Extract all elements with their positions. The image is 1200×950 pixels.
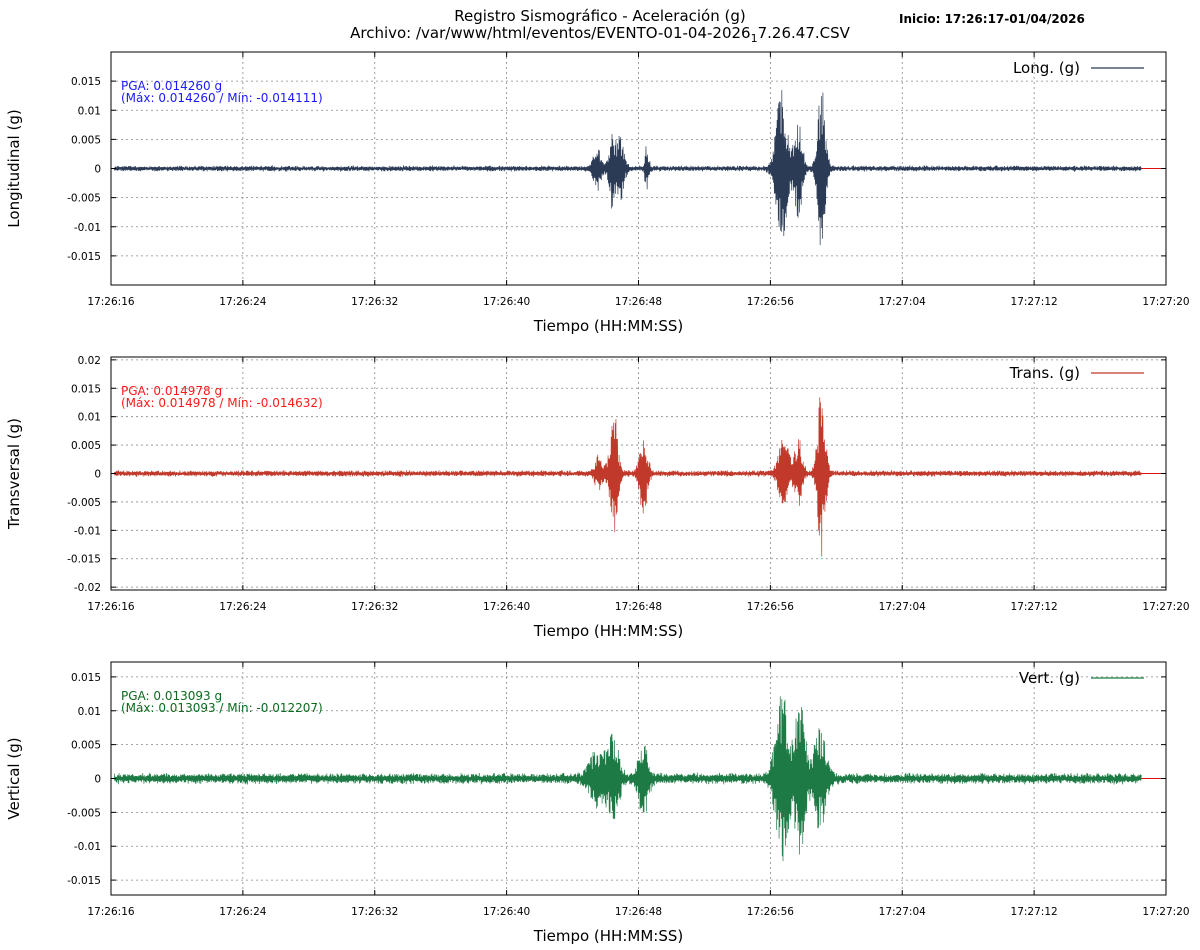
x-tick-label: 17:26:40 — [483, 296, 530, 308]
x-tick-label: 17:26:32 — [351, 601, 398, 613]
legend-label: Trans. (g) — [1009, 364, 1080, 382]
x-tick-label: 17:27:04 — [879, 601, 926, 613]
x-tick-label: 17:26:16 — [87, 296, 134, 308]
y-tick-label: 0.01 — [78, 706, 101, 718]
x-tick-label: 17:27:20 — [1142, 906, 1189, 918]
y-tick-label: -0.015 — [67, 875, 101, 887]
x-tick-label: 17:26:16 — [87, 601, 134, 613]
x-tick-label: 17:26:48 — [615, 906, 662, 918]
x-tick-label: 17:26:32 — [351, 906, 398, 918]
waveform-trace — [113, 90, 1142, 246]
y-axis-label: Longitudinal (g) — [5, 109, 23, 227]
y-tick-label: 0.015 — [71, 76, 101, 88]
x-tick-label: 17:26:24 — [219, 906, 266, 918]
x-tick-label: 17:26:16 — [87, 906, 134, 918]
panel-longitudinal: -0.015 -0.01 -0.005 0 0.005 0.01 0.015 17:26:16… — [5, 51, 1190, 335]
y-tick-label: -0.01 — [74, 222, 101, 234]
y-tick-label: -0.01 — [74, 525, 101, 537]
x-tick-label: 17:27:12 — [1011, 601, 1058, 613]
x-tick-label: 17:26:24 — [219, 296, 266, 308]
y-tick-label: -0.005 — [67, 193, 101, 205]
x-tick-label: 17:26:24 — [219, 601, 266, 613]
waveform-trace — [113, 397, 1142, 557]
y-axis-label: Transversal (g) — [5, 418, 23, 530]
x-tick-label: 17:27:04 — [879, 906, 926, 918]
pga-value: PGA: 0.014260 g — [121, 79, 222, 93]
legend-label: Long. (g) — [1013, 59, 1080, 77]
x-axis-label: Tiempo (HH:MM:SS) — [533, 927, 683, 945]
pga-range: (Máx: 0.013093 / Mín: -0.012207) — [121, 701, 323, 715]
x-tick-label: 17:26:48 — [615, 601, 662, 613]
y-tick-label: -0.005 — [67, 497, 101, 509]
y-tick-label: 0.005 — [71, 134, 101, 146]
y-tick-label: 0.005 — [71, 740, 101, 752]
y-tick-label: 0.01 — [78, 105, 101, 117]
x-tick-label: 17:27:20 — [1142, 296, 1189, 308]
pga-range: (Máx: 0.014260 / Mín: -0.014111) — [121, 91, 323, 105]
x-tick-label: 17:27:12 — [1011, 906, 1058, 918]
subtitle-suffix: 7.26.47.CSV — [758, 24, 851, 42]
x-tick-label: 17:26:56 — [747, 296, 794, 308]
y-tick-label: -0.02 — [74, 582, 101, 594]
x-tick-label: 17:26:40 — [483, 601, 530, 613]
x-tick-label: 17:26:56 — [747, 906, 794, 918]
x-tick-label: 17:27:20 — [1142, 601, 1189, 613]
y-tick-label: -0.005 — [67, 807, 101, 819]
figure-title: Registro Sismográfico - Aceleración (g) — [454, 7, 745, 25]
panel-transversal: -0.02 -0.015 -0.01 -0.005 0 0.005 0.01 0.015 0.0… — [5, 355, 1190, 640]
y-tick-label: 0.015 — [71, 672, 101, 684]
y-tick-label: 0 — [94, 469, 101, 481]
y-tick-label: 0 — [94, 164, 101, 176]
x-tick-label: 17:26:32 — [351, 296, 398, 308]
x-tick-label: 17:27:12 — [1011, 296, 1058, 308]
x-tick-label: 17:26:40 — [483, 906, 530, 918]
x-tick-label: 17:26:48 — [615, 296, 662, 308]
subtitle-subscript: 1 — [751, 32, 758, 45]
panel-vertical: -0.015 -0.01 -0.005 0 0.005 0.01 0.015 17:26:16… — [5, 661, 1190, 945]
y-tick-label: -0.015 — [67, 554, 101, 566]
x-tick-label: 17:27:04 — [879, 296, 926, 308]
pga-range: (Máx: 0.014978 / Mín: -0.014632) — [121, 396, 323, 410]
start-time-label: Inicio: 17:26:17-01/04/2026 — [899, 12, 1085, 26]
y-tick-label: 0.01 — [78, 412, 101, 424]
figure-subtitle: Archivo: /var/www/html/eventos/EVENTO-01… — [350, 24, 851, 45]
y-tick-label: 0.015 — [71, 383, 101, 395]
y-tick-label: 0.02 — [78, 355, 101, 367]
subtitle-path: Archivo: /var/www/html/eventos/EVENTO-01… — [350, 24, 751, 42]
legend-label: Vert. (g) — [1019, 669, 1080, 687]
x-axis-label: Tiempo (HH:MM:SS) — [533, 317, 683, 335]
y-tick-label: -0.01 — [74, 841, 101, 853]
x-tick-label: 17:26:56 — [747, 601, 794, 613]
x-axis-label: Tiempo (HH:MM:SS) — [533, 622, 683, 640]
y-tick-label: 0 — [94, 774, 101, 786]
pga-value: PGA: 0.014978 g — [121, 384, 222, 398]
y-tick-label: -0.015 — [67, 251, 101, 263]
waveform-trace — [113, 696, 1142, 862]
pga-value: PGA: 0.013093 g — [121, 689, 222, 703]
y-tick-label: 0.005 — [71, 440, 101, 452]
y-axis-label: Vertical (g) — [5, 737, 23, 819]
